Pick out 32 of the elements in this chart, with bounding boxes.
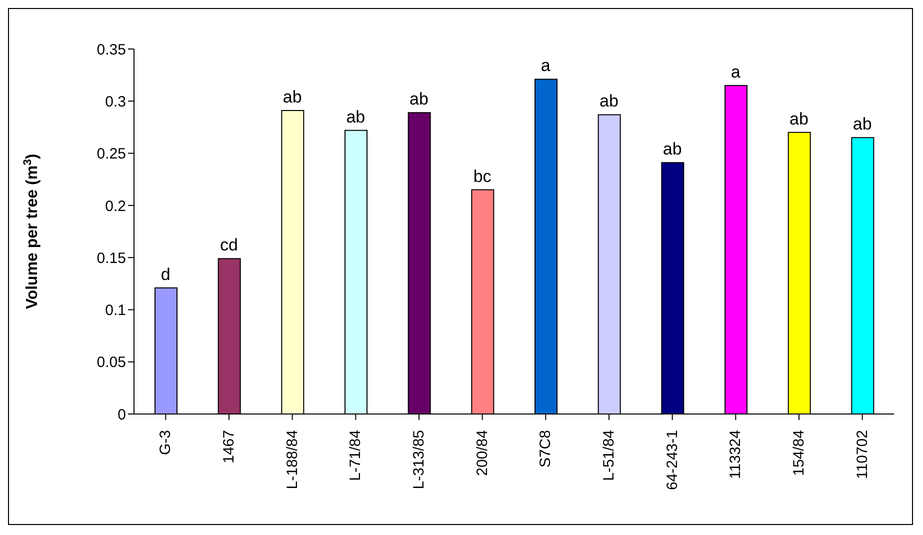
y-tick-label: 0.2	[105, 198, 126, 215]
x-tick-label: 154/84	[790, 430, 808, 476]
annotation: ab	[852, 114, 872, 134]
annotation: a	[730, 62, 741, 82]
x-tick-label: L-313/85	[410, 430, 428, 490]
x-tick-label: 110702	[854, 430, 871, 479]
y-tick-label: 0.1	[105, 302, 126, 320]
annotation: bc	[473, 166, 492, 186]
annotation: d	[160, 264, 170, 284]
annotation: ab	[346, 107, 366, 126]
annotation: ab	[662, 140, 682, 159]
annotation: ab	[790, 109, 808, 128]
annotation: cd	[220, 236, 238, 255]
x-tick-label: 200/84	[474, 430, 491, 476]
x-tick-label: L-71/84	[347, 430, 364, 481]
y-tick-label: 0.05	[96, 354, 126, 372]
y-tick-label: 0.15	[96, 250, 126, 267]
y-tick-label: 0.3	[105, 93, 126, 110]
annotation: ab	[600, 92, 618, 111]
x-tick-label: 64-243-1	[664, 430, 681, 490]
y-tick-label: 0.25	[96, 146, 126, 163]
y-tick-label: 0	[118, 406, 126, 424]
x-tick-label: G-3	[157, 430, 174, 456]
x-tick-label: 113324	[727, 430, 744, 479]
annotation: a	[540, 56, 551, 76]
x-tick-label: S7C8	[537, 430, 554, 468]
x-tick-label: L-51/84	[600, 430, 618, 481]
annotation: ab	[410, 90, 428, 109]
annotation: ab	[282, 88, 302, 107]
x-tick-label: L-188/84	[284, 430, 301, 490]
x-tick-label: 1467	[220, 430, 238, 464]
y-tick-label: 0.35	[96, 41, 126, 58]
